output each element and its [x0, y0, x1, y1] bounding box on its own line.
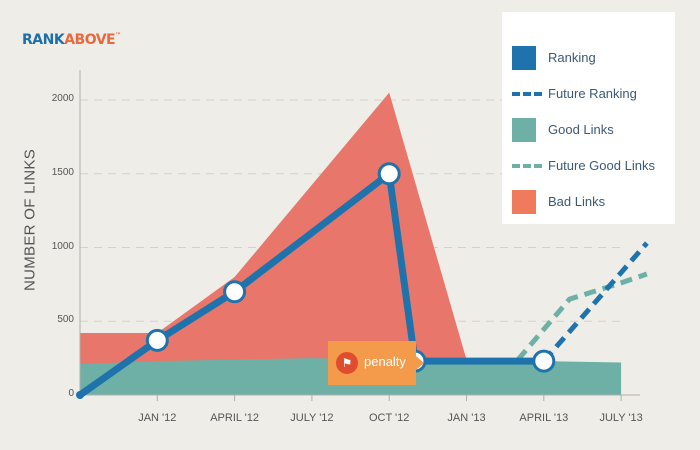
- ranking-point: [145, 328, 169, 352]
- logo-trademark: ™: [115, 32, 121, 39]
- x-tick-label: JULY '12: [290, 412, 334, 424]
- x-tick-label: APRIL '13: [519, 412, 569, 424]
- bad-links-swatch: [512, 190, 540, 214]
- legend-item-future-ranking: Future Ranking: [502, 82, 675, 106]
- future-good-links-line: [516, 271, 648, 362]
- ranking-origin-point: [76, 391, 84, 399]
- legend-label: Ranking: [548, 50, 596, 65]
- legend-label: Future Ranking: [548, 86, 637, 101]
- legend-item-ranking: Ranking: [502, 46, 675, 70]
- x-tick-label: JAN '13: [447, 412, 486, 424]
- ranking-line: [77, 170, 544, 398]
- flag-icon: ⚑: [336, 352, 358, 374]
- x-tick-label: OCT '12: [368, 412, 410, 424]
- rankabove-logo: RANKABOVE™: [22, 32, 121, 48]
- penalty-label: penalty: [364, 354, 406, 369]
- future-ranking-line: [541, 241, 649, 363]
- y-tick-label: 500: [57, 314, 74, 326]
- x-tick-label: JULY '13: [599, 412, 643, 424]
- chart-legend: Ranking Future Ranking Good Links Future…: [502, 12, 675, 224]
- y-tick-label: 1500: [51, 166, 74, 178]
- ranking-point: [223, 280, 247, 304]
- bad-links-area: [80, 92, 467, 395]
- legend-label: Future Good Links: [548, 158, 655, 173]
- good-links-swatch: [512, 118, 540, 142]
- legend-item-bad-links: Bad Links: [502, 190, 675, 214]
- legend-label: Good Links: [548, 122, 614, 137]
- legend-item-future-good-links: Future Good Links: [502, 154, 675, 178]
- future-ranking-dash: [512, 82, 542, 106]
- legend-item-good-links: Good Links: [502, 118, 675, 142]
- penalty-callout: ⚑ penalty: [328, 341, 416, 385]
- ranking-point: [377, 162, 401, 186]
- future-good-links-dash: [512, 154, 542, 178]
- legend-label: Bad Links: [548, 194, 606, 209]
- y-tick-label: 1000: [51, 240, 74, 252]
- penalty-pointer: [416, 356, 424, 370]
- logo-rank-text: RANK: [22, 32, 65, 48]
- y-tick-label: 2000: [51, 93, 74, 104]
- logo-above-text: ABOVE: [64, 32, 116, 48]
- y-tick-label: 0: [68, 388, 74, 399]
- ranking-swatch: [512, 46, 540, 70]
- x-tick-label: JAN '12: [138, 412, 177, 424]
- ranking-point: [532, 349, 556, 373]
- x-tick-label: APRIL '12: [210, 412, 259, 424]
